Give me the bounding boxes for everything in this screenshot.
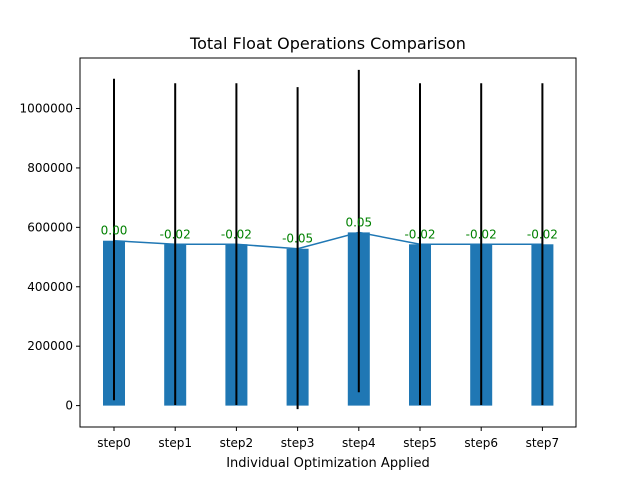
x-tick-label: step7	[526, 436, 560, 450]
chart-title: Total Float Operations Comparison	[189, 34, 466, 53]
axes-frame	[79, 57, 577, 428]
y-tick-label: 0	[65, 399, 73, 413]
plot-area: 0.00 -0.02 -0.02 -0.05 0.05 -0.02 -0.02 -0.02 0 2…	[20, 69, 560, 450]
x-tick-label: step4	[342, 436, 376, 450]
data-label-step3: -0.05	[282, 232, 313, 246]
data-label-step2: -0.02	[221, 227, 252, 241]
x-tick-label: step1	[158, 436, 192, 450]
data-label-step4: 0.05	[345, 215, 372, 229]
y-tick-label: 600000	[27, 220, 73, 234]
x-axis-label: Individual Optimization Applied	[226, 456, 430, 471]
x-tick-label: step3	[281, 436, 315, 450]
data-label-step5: -0.02	[404, 227, 435, 241]
data-label-step0: 0.00	[101, 224, 128, 238]
y-tick-label: 800000	[27, 161, 73, 175]
x-tick-label: step6	[464, 436, 498, 450]
data-label-step6: -0.02	[466, 227, 497, 241]
x-tick-label: step2	[220, 436, 254, 450]
x-tick-label: step0	[97, 436, 131, 450]
series-line	[113, 231, 543, 250]
data-label-step1: -0.02	[160, 227, 191, 241]
y-tick-label: 1000000	[20, 102, 73, 116]
x-tick-label: step5	[403, 436, 437, 450]
y-tick-label: 200000	[27, 339, 73, 353]
data-label-step7: -0.02	[527, 227, 558, 241]
y-tick-label: 400000	[27, 280, 73, 294]
